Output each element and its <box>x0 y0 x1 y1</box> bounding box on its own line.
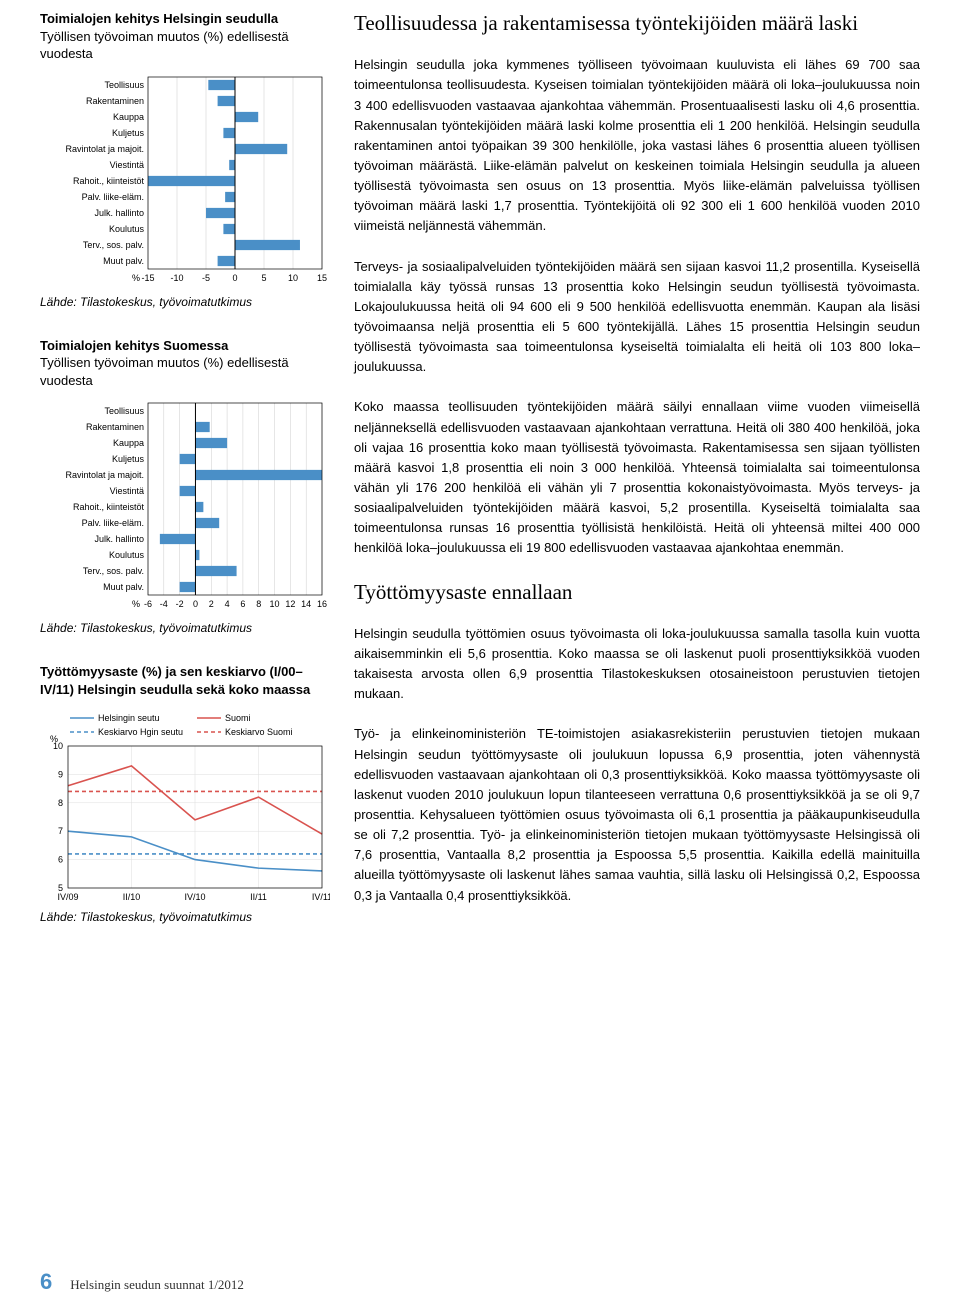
chart2-subtitle: Työllisen työvoiman muutos (%) edellises… <box>40 354 330 389</box>
paragraph-4: Helsingin seudulla työttömien osuus työv… <box>354 624 920 705</box>
svg-text:Kauppa: Kauppa <box>113 112 144 122</box>
article-heading-2: Työttömyysaste ennallaan <box>354 579 920 606</box>
svg-text:2: 2 <box>209 599 214 609</box>
svg-text:0: 0 <box>193 599 198 609</box>
publication-name: Helsingin seudun suunnat 1/2012 <box>70 1277 244 1293</box>
right-column: Teollisuudessa ja rakentamisessa työntek… <box>354 10 920 952</box>
svg-text:Ravintolat ja majoit.: Ravintolat ja majoit. <box>65 470 144 480</box>
svg-text:Viestintä: Viestintä <box>110 486 144 496</box>
svg-text:Julk. hallinto: Julk. hallinto <box>94 534 144 544</box>
chart1-title: Toimialojen kehitys Helsingin seudulla <box>40 10 330 28</box>
svg-text:-4: -4 <box>160 599 168 609</box>
svg-text:Kuljetus: Kuljetus <box>112 128 145 138</box>
svg-text:Teollisuus: Teollisuus <box>104 80 144 90</box>
chart3-source: Lähde: Tilastokeskus, työvoimatutkimus <box>40 910 330 924</box>
article-heading-1: Teollisuudessa ja rakentamisessa työntek… <box>354 10 920 37</box>
svg-text:-5: -5 <box>202 273 210 283</box>
svg-text:10: 10 <box>288 273 298 283</box>
paragraph-3: Koko maassa teollisuuden työntekijöiden … <box>354 397 920 558</box>
svg-text:IV/11: IV/11 <box>312 892 330 902</box>
svg-text:9: 9 <box>58 770 63 780</box>
svg-text:Terv., sos. palv.: Terv., sos. palv. <box>83 566 144 576</box>
svg-text:16: 16 <box>317 599 327 609</box>
svg-text:14: 14 <box>301 599 311 609</box>
svg-text:Koulutus: Koulutus <box>109 550 145 560</box>
chart1-source: Lähde: Tilastokeskus, työvoimatutkimus <box>40 295 330 309</box>
svg-text:15: 15 <box>317 273 327 283</box>
chart2-title: Toimialojen kehitys Suomessa <box>40 337 330 355</box>
chart3-svg: Helsingin seutu Suomi Keskiarvo Hgin seutu… <box>40 706 330 906</box>
chart1-subtitle: Työllisen työvoiman muutos (%) edellises… <box>40 28 330 63</box>
svg-text:Viestintä: Viestintä <box>110 160 144 170</box>
svg-text:-6: -6 <box>144 599 152 609</box>
svg-text:%: % <box>132 273 140 283</box>
svg-text:8: 8 <box>58 798 63 808</box>
svg-text:Teollisuus: Teollisuus <box>104 406 144 416</box>
left-column: Toimialojen kehitys Helsingin seudulla T… <box>40 10 330 952</box>
svg-text:Terv., sos. palv.: Terv., sos. palv. <box>83 240 144 250</box>
svg-text:II/10: II/10 <box>123 892 141 902</box>
svg-text:-15: -15 <box>141 273 154 283</box>
svg-text:Palv. liike-eläm.: Palv. liike-eläm. <box>82 192 144 202</box>
svg-text:Koulutus: Koulutus <box>109 224 145 234</box>
chart1-svg: -15 -10 -5 0 5 10 15% Teollisuus Rakentaminen Kau… <box>40 71 330 291</box>
paragraph-5: Työ- ja elinkeinoministeriön TE-toimisto… <box>354 724 920 905</box>
svg-text:Rakentaminen: Rakentaminen <box>86 96 144 106</box>
chart3-block: Työttömyysaste (%) ja sen keskiarvo (I/0… <box>40 663 330 924</box>
svg-text:-10: -10 <box>170 273 183 283</box>
svg-text:10: 10 <box>270 599 280 609</box>
svg-text:Rahoit., kiinteistöt: Rahoit., kiinteistöt <box>73 502 145 512</box>
svg-text:8: 8 <box>256 599 261 609</box>
svg-text:Kauppa: Kauppa <box>113 438 144 448</box>
paragraph-1: Helsingin seudulla joka kymmenes työllis… <box>354 55 920 236</box>
svg-text:12: 12 <box>285 599 295 609</box>
svg-text:4: 4 <box>225 599 230 609</box>
svg-text:%: % <box>132 599 140 609</box>
svg-text:II/11: II/11 <box>250 892 267 902</box>
svg-text:0: 0 <box>232 273 237 283</box>
svg-text:5: 5 <box>261 273 266 283</box>
chart2-source: Lähde: Tilastokeskus, työvoimatutkimus <box>40 621 330 635</box>
chart3-title: Työttömyysaste (%) ja sen keskiarvo (I/0… <box>40 663 330 698</box>
paragraph-2: Terveys- ja sosiaalipalveluiden työnteki… <box>354 257 920 378</box>
svg-text:Suomi: Suomi <box>225 713 251 723</box>
svg-text:%: % <box>50 734 58 744</box>
chart2-block: Toimialojen kehitys Suomessa Työllisen t… <box>40 337 330 636</box>
svg-text:Muut palv.: Muut palv. <box>103 256 144 266</box>
chart1-block: Toimialojen kehitys Helsingin seudulla T… <box>40 10 330 309</box>
svg-text:Rakentaminen: Rakentaminen <box>86 422 144 432</box>
svg-text:7: 7 <box>58 827 63 837</box>
chart2-svg: -6 -4 -2 0 2 46 8 10 12 14 16% Teollisuus Rakentamin… <box>40 397 330 617</box>
svg-text:-2: -2 <box>176 599 184 609</box>
page-number: 6 <box>40 1269 52 1295</box>
svg-text:Keskiarvo Hgin seutu: Keskiarvo Hgin seutu <box>98 727 183 737</box>
svg-text:Keskiarvo Suomi: Keskiarvo Suomi <box>225 727 293 737</box>
svg-text:Muut palv.: Muut palv. <box>103 582 144 592</box>
svg-text:Ravintolat ja majoit.: Ravintolat ja majoit. <box>65 144 144 154</box>
svg-text:IV/09: IV/09 <box>57 892 78 902</box>
svg-text:6: 6 <box>58 855 63 865</box>
svg-text:6: 6 <box>240 599 245 609</box>
svg-text:Palv. liike-eläm.: Palv. liike-eläm. <box>82 518 144 528</box>
svg-text:Julk. hallinto: Julk. hallinto <box>94 208 144 218</box>
svg-text:Rahoit., kiinteistöt: Rahoit., kiinteistöt <box>73 176 145 186</box>
page-footer: 6 Helsingin seudun suunnat 1/2012 <box>40 1269 244 1295</box>
svg-text:Kuljetus: Kuljetus <box>112 454 145 464</box>
svg-text:IV/10: IV/10 <box>184 892 205 902</box>
svg-text:Helsingin seutu: Helsingin seutu <box>98 713 160 723</box>
